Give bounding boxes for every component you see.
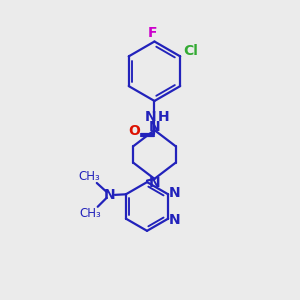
- Text: O: O: [128, 124, 140, 138]
- Text: CH₃: CH₃: [80, 207, 101, 220]
- Text: N: N: [148, 119, 160, 134]
- Text: F: F: [148, 26, 158, 40]
- Text: CH₃: CH₃: [79, 170, 100, 183]
- Text: N: N: [145, 110, 157, 124]
- Text: N: N: [149, 176, 161, 190]
- Text: H: H: [158, 110, 170, 124]
- Text: Cl: Cl: [183, 44, 198, 58]
- Text: N: N: [169, 186, 181, 200]
- Text: N: N: [104, 188, 116, 202]
- Text: N: N: [169, 213, 181, 227]
